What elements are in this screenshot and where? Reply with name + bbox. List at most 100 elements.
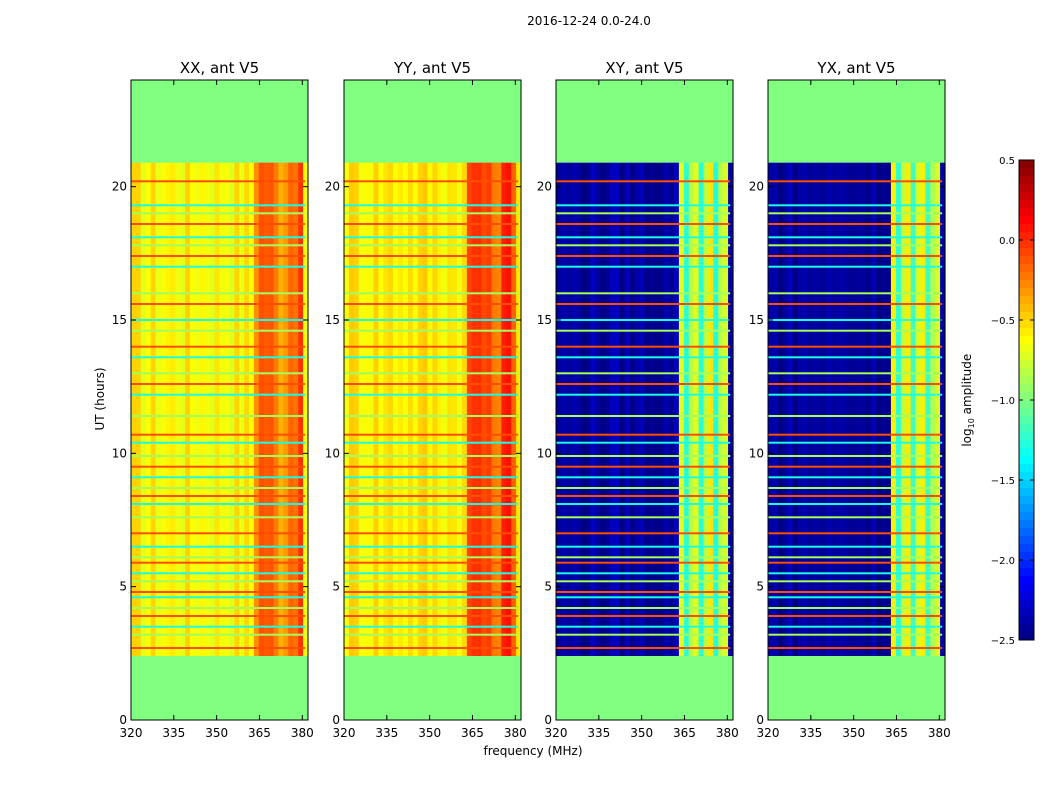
flagged-row (344, 372, 519, 375)
y-tick-label: 10 (537, 446, 552, 460)
flagged-row (131, 545, 306, 548)
flagged-row (131, 383, 306, 385)
colorbar-segment (1019, 168, 1034, 177)
flagged-row (131, 495, 306, 497)
x-tick-label: 380 (504, 726, 527, 740)
heatmap-cell (422, 162, 429, 656)
flagged-row (556, 633, 731, 636)
flagged-row (344, 303, 519, 305)
y-tick-label: 0 (332, 713, 340, 727)
flagged-row (131, 615, 306, 617)
y-tick-label: 20 (325, 180, 340, 194)
flagged-row (768, 647, 943, 649)
colorbar-segment (1019, 464, 1034, 473)
flagged-row (556, 265, 731, 268)
flagged-row (344, 495, 519, 497)
heatmap-cell (229, 162, 235, 656)
heatmap-cell (368, 162, 375, 656)
flagged-row (131, 455, 306, 457)
heatmap-cell (476, 162, 483, 656)
heatmap-cell (427, 162, 434, 656)
heatmap-cell (669, 162, 675, 656)
colorbar-segment (1019, 432, 1034, 441)
heatmap-cell (442, 162, 448, 656)
flagged-row (556, 596, 731, 599)
y-tick-label: 0 (756, 713, 764, 727)
flagged-row (131, 223, 306, 225)
heatmap-cell (698, 162, 705, 656)
flagged-row (344, 345, 519, 348)
heatmap-cell (447, 162, 453, 656)
panel-title-yy: YY, ant V5 (393, 59, 471, 77)
colorbar-segment (1019, 560, 1034, 569)
flagged-row (131, 180, 306, 183)
colorbar-segment (1019, 536, 1034, 545)
flagged-row (768, 393, 943, 396)
colorbar-segment (1019, 208, 1034, 217)
flagged-row (131, 204, 306, 207)
flagged-row (556, 356, 731, 359)
heatmap-cell (244, 162, 250, 656)
y-tick-label: 20 (537, 180, 552, 194)
heatmap-cell (155, 162, 162, 656)
colorbar-segment (1019, 248, 1034, 257)
flagged-row (556, 625, 731, 628)
heatmap-cell (373, 162, 379, 656)
flagged-row (556, 476, 731, 479)
heatmap-cell (822, 162, 828, 656)
y-tick-label: 5 (756, 580, 764, 594)
flagged-row (131, 465, 306, 468)
flagged-row (768, 532, 943, 535)
x-tick-label: 365 (461, 726, 484, 740)
heatmap-cell (831, 162, 838, 656)
colorbar-tick-label: −1.0 (991, 396, 1015, 407)
heatmap-cell (135, 162, 142, 656)
flagged-row (768, 441, 943, 444)
flagged-row (344, 292, 519, 295)
flagged-row (556, 303, 731, 305)
heatmap-cell (935, 162, 941, 656)
heatmap-cell (249, 162, 255, 656)
flagged-row (768, 433, 943, 436)
heatmap-cell (708, 162, 714, 656)
heatmap-cell (209, 162, 216, 656)
flagged-row (131, 572, 306, 575)
flagged-row (556, 561, 731, 564)
colorbar-segment (1019, 440, 1034, 449)
flagged-row (344, 580, 519, 583)
heatmap-cell (378, 162, 384, 656)
flagged-row (768, 345, 943, 348)
heatmap-cell (253, 162, 260, 656)
heatmap-cell (565, 162, 572, 656)
heatmap-cell (895, 162, 902, 656)
heatmap-cell (150, 162, 157, 656)
heatmap-cell (204, 162, 211, 656)
colorbar-segment (1019, 400, 1034, 409)
colorbar-segment (1019, 192, 1034, 201)
flagged-row (344, 503, 519, 505)
heatmap-cell (817, 162, 823, 656)
y-tick-label: 10 (749, 446, 764, 460)
flagged-row (131, 329, 306, 332)
flagged-row (344, 319, 519, 321)
x-tick-label: 350 (205, 726, 228, 740)
heatmap-cell (388, 162, 394, 656)
flagged-row (131, 393, 306, 396)
heatmap-cell (501, 162, 507, 656)
flagged-row (344, 596, 519, 599)
heatmap-cell (812, 162, 818, 656)
flagged-row (556, 615, 731, 617)
colorbar-segment (1019, 544, 1034, 553)
heatmap-cell (432, 162, 438, 656)
heatmap-cell (160, 162, 166, 656)
flagged-row (131, 372, 306, 375)
heatmap-cell (856, 162, 862, 656)
flagged-row (556, 180, 731, 183)
heatmap-cell (910, 162, 917, 656)
colorbar-segment (1019, 176, 1034, 185)
heatmap-cell (219, 162, 225, 656)
colorbar-segment (1019, 344, 1034, 353)
flagged-row (344, 647, 519, 649)
colorbar-segment (1019, 184, 1034, 193)
flagged-row (131, 647, 306, 649)
